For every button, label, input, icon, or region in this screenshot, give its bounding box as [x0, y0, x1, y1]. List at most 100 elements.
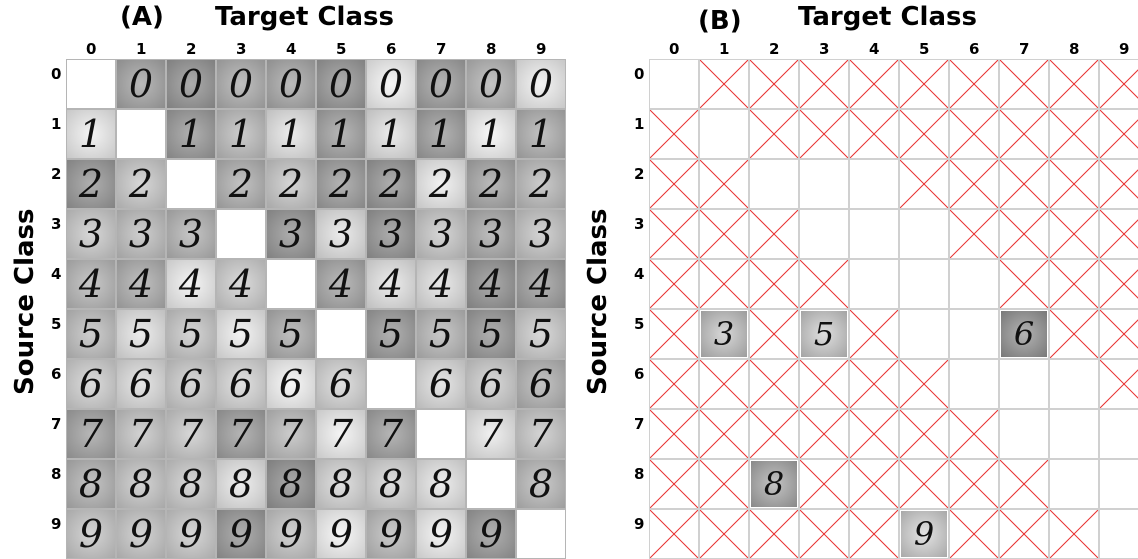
adversarial-image-cell: 8	[516, 459, 566, 509]
digit-glyph: 0	[128, 62, 154, 106]
adversarial-image-cell: 0	[116, 59, 166, 109]
adversarial-image-cell: 3	[366, 209, 416, 259]
successful-attack-cell: 6	[999, 309, 1049, 359]
red-cross-mark	[850, 510, 898, 558]
adversarial-image-cell: 9	[466, 509, 516, 559]
successful-attack-cell: 5	[799, 309, 849, 359]
red-cross-mark	[1100, 260, 1138, 308]
red-cross-mark	[750, 60, 798, 108]
red-cross-mark	[700, 410, 748, 458]
row-tick-1: 1	[634, 115, 645, 133]
adversarial-image-cell: 5	[366, 309, 416, 359]
blank-cell	[799, 209, 849, 259]
adversarial-image-cell: 2	[366, 159, 416, 209]
blank-diagonal-cell	[516, 509, 566, 559]
digit-glyph: 1	[78, 112, 104, 156]
adversarial-image-cell: 5	[166, 309, 216, 359]
digit-glyph: 1	[428, 112, 454, 156]
digit-glyph: 2	[478, 162, 504, 206]
adversarial-image-cell: 3	[516, 209, 566, 259]
adversarial-image-cell: 0	[416, 59, 466, 109]
adversarial-image-cell: 1	[166, 109, 216, 159]
successful-attack-cell: 9	[899, 509, 949, 559]
adversarial-image-cell: 8	[366, 459, 416, 509]
column-tick-2: 2	[769, 40, 780, 58]
failed-attack-cell	[949, 459, 999, 509]
red-cross-mark	[800, 260, 848, 308]
digit-glyph: 9	[478, 512, 504, 556]
digit-glyph: 2	[328, 162, 354, 206]
adversarial-image-cell: 2	[466, 159, 516, 209]
column-tick-6: 6	[969, 40, 980, 58]
red-cross-mark	[700, 510, 748, 558]
red-cross-mark	[700, 460, 748, 508]
adversarial-image-cell: 0	[366, 59, 416, 109]
failed-attack-cell	[899, 409, 949, 459]
panel-b-label: (B)	[698, 6, 742, 36]
red-cross-mark	[1000, 60, 1048, 108]
digit-glyph: 5	[128, 312, 154, 356]
red-cross-mark	[950, 110, 998, 158]
row-tick-5: 5	[51, 315, 62, 333]
red-cross-mark	[750, 210, 798, 258]
red-cross-mark	[650, 210, 698, 258]
digit-glyph: 6	[278, 362, 304, 406]
failed-attack-cell	[949, 409, 999, 459]
adversarial-image-cell: 6	[266, 359, 316, 409]
red-cross-mark	[800, 510, 848, 558]
column-tick-5: 5	[336, 40, 347, 58]
panel-b: (B) Target Class Source Class 0 1 2 3 4 5 6 7 8 9…	[580, 0, 1138, 559]
blank-cell	[849, 159, 899, 209]
digit-glyph: 7	[128, 412, 154, 456]
adversarial-image-cell: 2	[66, 159, 116, 209]
digit-glyph: 3	[328, 212, 354, 256]
adversarial-image-cell: 4	[516, 259, 566, 309]
adversarial-image-cell: 0	[216, 59, 266, 109]
row-tick-9: 9	[51, 515, 62, 533]
adversarial-image-cell: 0	[166, 59, 216, 109]
red-cross-mark	[1050, 210, 1098, 258]
adversarial-image-cell: 5	[66, 309, 116, 359]
digit-glyph: 4	[478, 262, 504, 306]
failed-attack-cell	[699, 459, 749, 509]
digit-glyph: 7	[378, 412, 404, 456]
adversarial-image-cell: 7	[66, 409, 116, 459]
blank-cell	[1099, 459, 1138, 509]
failed-attack-cell	[849, 59, 899, 109]
red-cross-mark	[1100, 360, 1138, 408]
adversarial-image-cell: 3	[66, 209, 116, 259]
failed-attack-cell	[1049, 259, 1099, 309]
digit-glyph: 3	[478, 212, 504, 256]
blank-cell	[1099, 409, 1138, 459]
red-cross-mark	[1000, 260, 1048, 308]
failed-attack-cell	[999, 459, 1049, 509]
red-cross-mark	[1050, 260, 1098, 308]
adversarial-image-cell: 1	[416, 109, 466, 159]
adversarial-image-cell: 4	[366, 259, 416, 309]
blank-cell	[849, 259, 899, 309]
failed-attack-cell	[649, 359, 699, 409]
panel-b-image-grid: 3 5 6 8 9	[649, 59, 1138, 559]
failed-attack-cell	[649, 409, 699, 459]
digit-glyph: 0	[278, 62, 304, 106]
digit-glyph: 7	[278, 412, 304, 456]
adversarial-image-cell: 8	[266, 459, 316, 509]
adversarial-image-cell: 7	[516, 409, 566, 459]
digit-glyph: 3	[78, 212, 104, 256]
red-cross-mark	[850, 60, 898, 108]
column-tick-3: 3	[819, 40, 830, 58]
red-cross-mark	[800, 460, 848, 508]
digit-glyph: 6	[1013, 315, 1035, 353]
red-cross-mark	[1100, 110, 1138, 158]
failed-attack-cell	[749, 409, 799, 459]
adversarial-image-cell: 3	[316, 209, 366, 259]
failed-attack-cell	[999, 509, 1049, 559]
failed-attack-cell	[1099, 109, 1138, 159]
digit-glyph: 3	[178, 212, 204, 256]
column-tick-7: 7	[436, 40, 447, 58]
digit-glyph: 2	[378, 162, 404, 206]
column-tick-6: 6	[386, 40, 397, 58]
digit-glyph: 6	[528, 362, 554, 406]
